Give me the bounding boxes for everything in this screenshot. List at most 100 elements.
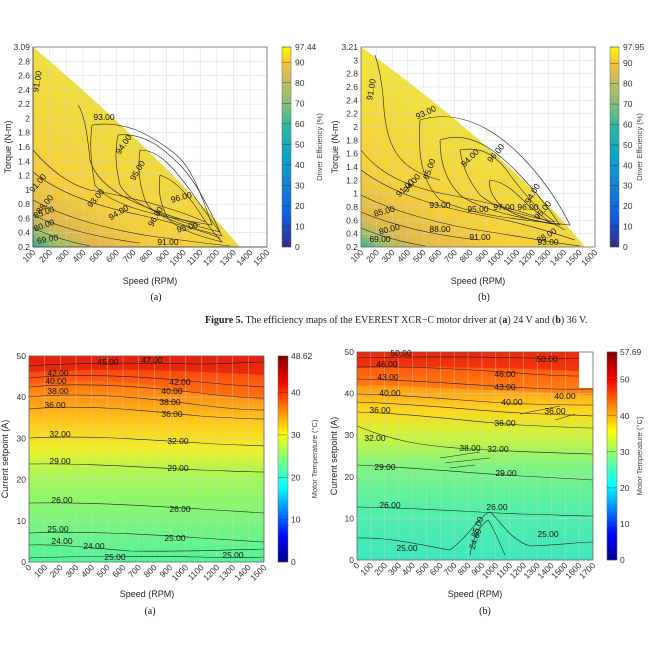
colorbar-tick-label: 0 [620,555,625,565]
colorbar-tick-label: 10 [291,515,301,525]
panel-label: (b) [479,606,491,617]
contour-label: 24.00 [51,536,73,546]
x-tick-label: 100 [32,562,49,579]
colorbar [606,351,618,561]
colorbar-tick-label: 10 [295,221,305,231]
x-tick-label: 800 [137,247,154,264]
x-tick-label: 700 [126,562,143,579]
x-tick-label: 700 [442,247,459,264]
x-tick-label: 600 [426,247,443,264]
contour-label: 93.00 [537,237,559,247]
panel-label: (b) [478,292,490,303]
contour-label: 29.00 [495,468,517,478]
contour-label: 29.00 [374,462,396,472]
y-tick-label: 1.2 [346,175,358,185]
contour-label: 91.00 [364,78,378,101]
colorbar-tick-label: 50 [623,140,633,150]
colorbar-tick-label: 30 [291,430,301,440]
y-axis-label: Current setpoint (A) [329,417,339,496]
colorbar-tick-label: 40 [291,388,301,398]
contour-label: 26.00 [51,495,73,505]
contour-label: 36.00 [369,405,391,415]
contour-label: 38.00 [459,443,481,453]
y-tick-label: 0.8 [346,202,358,212]
colorbar-label: Motor Temperature (°C) [635,416,644,495]
y-tick-label: 1.4 [346,162,358,172]
contour-label: 36.00 [44,400,66,410]
y-tick-label: 10 [345,513,355,523]
contour-label: 45.00 [97,357,119,367]
colorbar-tick-label: 50 [295,139,305,149]
colorbar-tick-label: 0 [295,242,300,252]
colorbar-tick-label: 10 [623,222,633,232]
x-tick-label: 1000 [167,247,188,268]
x-tick-label: 1400 [234,247,255,268]
x-tick-label: 300 [54,247,71,264]
y-tick-label: 1 [25,185,30,195]
contour-label: 96.00 [517,202,539,212]
x-tick-label: 400 [395,247,412,264]
colorbar-tick-label: 30 [295,180,305,190]
y-tick-label: 30 [345,430,355,440]
y-tick-label: 0.6 [18,213,30,223]
contour-label: 25.00 [104,552,126,562]
colorbar-tick-label: 30 [620,447,630,457]
x-tick-label: 1700 [577,560,598,581]
contour-label: 91.00 [469,232,491,242]
contour-label: 69.00 [36,232,59,246]
y-tick-label: 1.6 [346,149,358,159]
y-tick-label: 1.4 [18,156,30,166]
contour-lines [32,104,231,247]
x-tick-label: 400 [79,562,96,579]
contour-label: 69.00 [369,234,391,244]
colorbar-tick-label: 90 [623,58,633,68]
contour-label: 43.00 [494,382,516,392]
colorbar-tick-label: 60 [295,119,305,129]
contour-label: 42.00 [47,368,69,378]
y-axis-label: Torque (N-m) [3,120,13,173]
contour-label: 40.00 [161,386,183,396]
temperature-map-a: 45.00 47.0042.0042.0040.0040.0038.0038.00… [0,351,319,617]
colorbar-tick-label: 40 [620,411,630,421]
y-tick-label: 2.2 [346,109,358,119]
x-tick-label: 500 [95,562,112,579]
y-axis-label: Torque (N-m) [330,120,340,173]
x-tick-label: 700 [121,247,138,264]
x-tick-label: 1100 [501,247,521,267]
contour-label: 25.00 [222,550,244,560]
temperature-surface [29,356,264,562]
x-tick-label: 1300 [218,247,239,268]
y-tick-label: 1.8 [346,135,358,145]
x-tick-label: 600 [110,562,127,579]
y-tick-label: 2.2 [18,99,30,109]
contour-label: 91.00 [157,237,179,247]
contour-lines [356,356,594,556]
x-tick-label: 800 [142,562,159,579]
colorbar-label: Driver Efficiency (%) [635,113,644,181]
y-tick-label: 0 [21,557,26,567]
y-tick-label: 0 [349,555,354,565]
y-axis-label: Current setpoint (A) [0,420,10,499]
y-tick-label: 3.09 [13,42,30,52]
colorbar-tick-label: 48.62 [291,351,313,361]
contour-label: 40.00 [501,397,523,407]
efficiency-map-36v: 91.0093.0094.0095.0094.0091.0088.0093.00… [330,42,645,303]
x-tick-label: 1600 [579,247,600,268]
colorbar-tick-label: 40 [295,160,305,170]
x-axis-label: Speed (RPM) [451,276,506,286]
colorbar-tick-label: 70 [623,99,633,109]
x-tick-label: 300 [380,247,397,264]
contour-label: 46.00 [376,359,398,369]
contour-label: 29.00 [49,456,71,466]
y-tick-label: 50 [17,351,27,361]
colorbar-tick-label: 97.44 [295,42,317,52]
panel-label: (a) [150,292,161,303]
x-axis-label: Speed (RPM) [448,589,503,599]
contour-label: 24.00 [83,541,105,551]
contour-label: 26.00 [486,502,508,512]
colorbar-tick-label: 0 [623,242,628,252]
contour-label: 25.00 [47,524,69,534]
y-tick-label: 2 [25,113,30,123]
x-tick-label: 600 [104,247,121,264]
colorbar-tick-label: 70 [295,98,305,108]
